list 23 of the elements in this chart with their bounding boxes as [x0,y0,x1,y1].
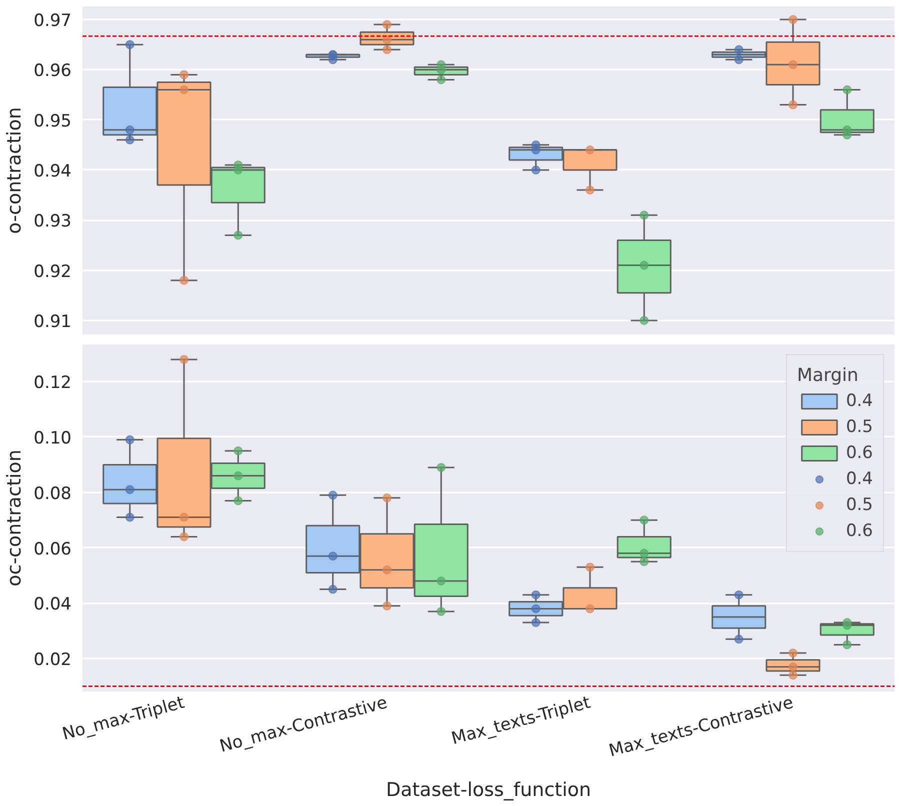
x-axis-title: Dataset-loss_function [386,779,592,802]
y-tick-label: 0.97 [34,11,72,32]
legend-label: 0.4 [846,469,873,489]
legend-label: 0.4 [846,391,873,411]
y-tick-label: 0.08 [34,484,72,504]
y-tick-label: 0.91 [34,312,72,332]
y-tick-label: 0.92 [34,262,72,282]
legend-label: 0.6 [846,443,873,463]
legend-title: Margin [796,365,860,386]
y-tick-label: 0.04 [34,594,72,615]
legend-label: 0.5 [846,417,873,437]
y-tick-label: 0.94 [34,162,72,182]
legend-label: 0.6 [846,521,873,541]
y-axis-title: o-contraction [4,107,26,234]
y-tick-label: 0.12 [34,373,72,394]
y-tick-label: 0.93 [34,212,72,232]
y-tick-label: 0.02 [34,650,72,670]
y-tick-label: 0.06 [34,539,72,560]
y-tick-label: 0.96 [34,61,72,82]
legend-label: 0.5 [846,495,873,515]
y-tick-label: 0.95 [34,111,72,132]
y-axis-title: oc-contraction [4,450,26,586]
y-tick-label: 0.10 [34,428,72,448]
